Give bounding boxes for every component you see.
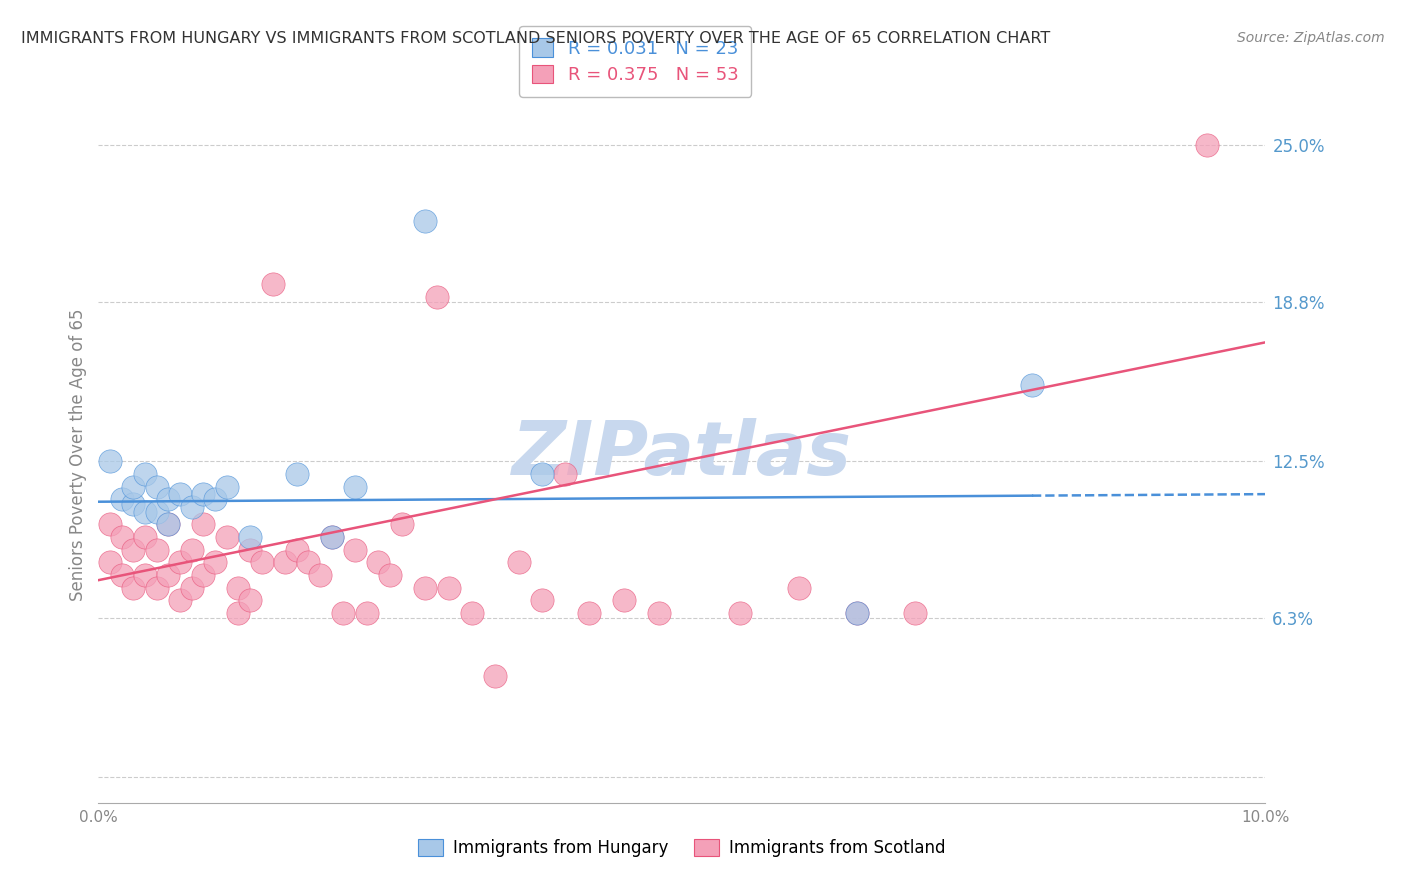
- Point: [98, 454, 121, 468]
- Point: [787, 581, 810, 595]
- Point: [122, 581, 145, 595]
- Point: [612, 593, 634, 607]
- Point: [180, 542, 202, 557]
- Point: [332, 606, 354, 620]
- Point: [647, 606, 669, 620]
- Point: [508, 556, 530, 570]
- Point: [904, 606, 927, 620]
- Point: [356, 606, 378, 620]
- Point: [413, 581, 436, 595]
- Point: [437, 581, 460, 595]
- Point: [461, 606, 484, 620]
- Point: [239, 530, 262, 544]
- Text: Source: ZipAtlas.com: Source: ZipAtlas.com: [1237, 31, 1385, 45]
- Point: [530, 467, 553, 481]
- Point: [554, 467, 576, 481]
- Point: [122, 479, 145, 493]
- Text: IMMIGRANTS FROM HUNGARY VS IMMIGRANTS FROM SCOTLAND SENIORS POVERTY OVER THE AGE: IMMIGRANTS FROM HUNGARY VS IMMIGRANTS FR…: [21, 31, 1050, 46]
- Point: [309, 568, 332, 582]
- Point: [134, 505, 156, 519]
- Point: [157, 517, 180, 532]
- Point: [180, 500, 202, 514]
- Point: [111, 492, 134, 507]
- Point: [413, 214, 436, 228]
- Point: [146, 479, 169, 493]
- Point: [122, 542, 145, 557]
- Point: [169, 593, 191, 607]
- Point: [215, 479, 238, 493]
- Legend: Immigrants from Hungary, Immigrants from Scotland: Immigrants from Hungary, Immigrants from…: [412, 832, 952, 864]
- Point: [98, 556, 121, 570]
- Text: ZIPatlas: ZIPatlas: [512, 418, 852, 491]
- Point: [239, 593, 262, 607]
- Point: [250, 556, 273, 570]
- Point: [285, 542, 308, 557]
- Point: [730, 606, 752, 620]
- Point: [157, 568, 180, 582]
- Point: [846, 606, 869, 620]
- Point: [193, 568, 215, 582]
- Point: [262, 277, 284, 292]
- Point: [157, 517, 180, 532]
- Y-axis label: Seniors Poverty Over the Age of 65: Seniors Poverty Over the Age of 65: [69, 309, 87, 601]
- Point: [134, 568, 156, 582]
- Point: [98, 517, 121, 532]
- Point: [846, 606, 869, 620]
- Point: [530, 593, 553, 607]
- Point: [180, 581, 202, 595]
- Point: [391, 517, 413, 532]
- Point: [239, 542, 262, 557]
- Point: [193, 517, 215, 532]
- Point: [204, 556, 226, 570]
- Point: [344, 479, 367, 493]
- Point: [122, 497, 145, 511]
- Point: [321, 530, 343, 544]
- Point: [146, 581, 169, 595]
- Point: [274, 556, 297, 570]
- Point: [169, 556, 191, 570]
- Point: [169, 487, 191, 501]
- Point: [1021, 378, 1043, 392]
- Point: [321, 530, 343, 544]
- Point: [426, 290, 449, 304]
- Point: [193, 487, 215, 501]
- Point: [228, 606, 250, 620]
- Point: [367, 556, 389, 570]
- Point: [146, 542, 169, 557]
- Point: [1195, 138, 1218, 153]
- Point: [285, 467, 308, 481]
- Point: [134, 467, 156, 481]
- Point: [380, 568, 402, 582]
- Point: [344, 542, 367, 557]
- Point: [297, 556, 319, 570]
- Point: [111, 568, 134, 582]
- Point: [215, 530, 238, 544]
- Point: [228, 581, 250, 595]
- Point: [578, 606, 600, 620]
- Point: [157, 492, 180, 507]
- Point: [111, 530, 134, 544]
- Point: [204, 492, 226, 507]
- Point: [134, 530, 156, 544]
- Point: [146, 505, 169, 519]
- Point: [484, 669, 506, 683]
